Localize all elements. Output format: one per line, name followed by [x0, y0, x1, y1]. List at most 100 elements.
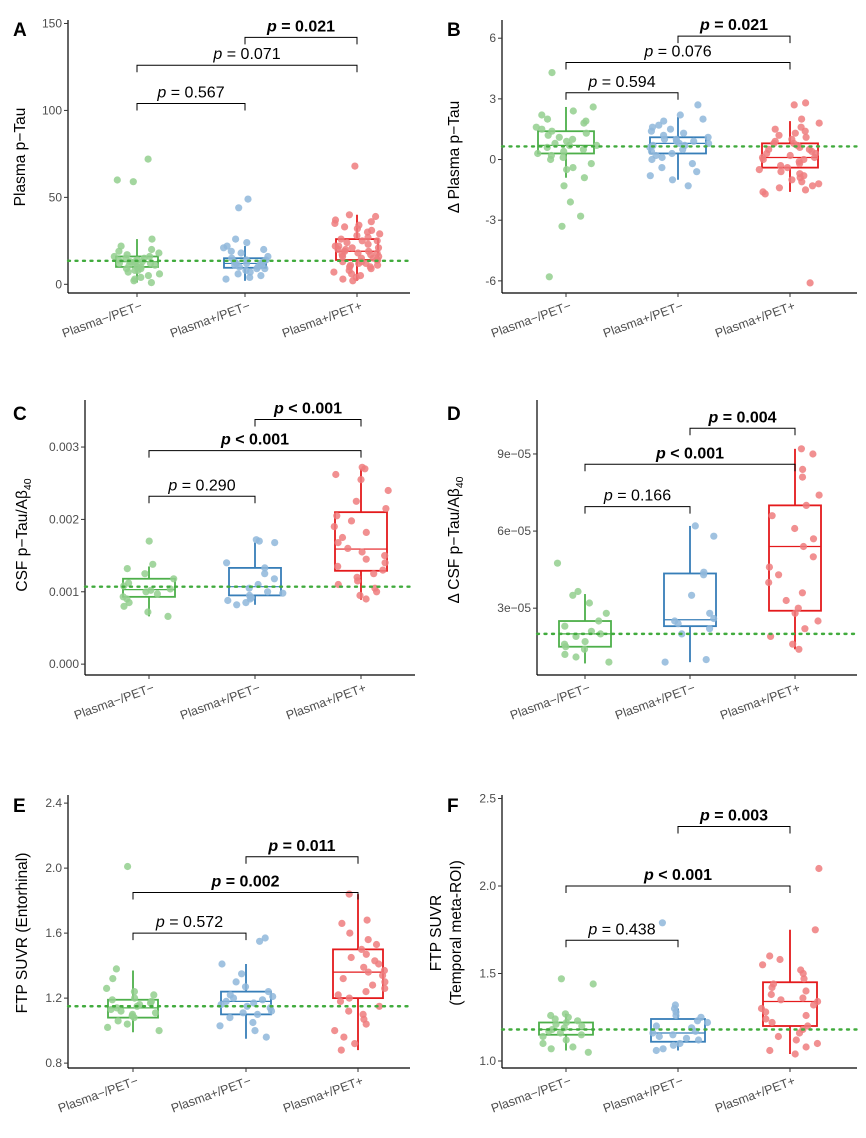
- data-point: [125, 599, 133, 607]
- data-point: [703, 1018, 712, 1027]
- x-tick-label: Plasma+/PET−: [169, 1074, 253, 1116]
- data-point: [376, 230, 384, 238]
- data-point: [791, 129, 799, 137]
- y-axis-label-main: CSF p−Tau/Aβ: [14, 490, 31, 592]
- data-point: [334, 991, 342, 999]
- y-tick-label: 2.0: [479, 879, 496, 893]
- data-point: [659, 1045, 667, 1053]
- y-axis-label: Δ CSF p−Tau/Aβ40: [446, 476, 466, 603]
- data-point: [253, 265, 261, 273]
- data-point: [279, 589, 287, 597]
- comparison-bracket: [565, 92, 679, 100]
- data-point: [362, 950, 370, 958]
- data-point: [815, 864, 823, 873]
- p-value-label: p = 0.290: [167, 477, 235, 494]
- y-axis-label-main: Δ CSF p−Tau/Aβ: [446, 488, 463, 603]
- data-point: [811, 926, 819, 934]
- data-point: [563, 166, 571, 174]
- data-point: [242, 599, 250, 607]
- data-point: [646, 172, 654, 180]
- data-point: [574, 587, 582, 596]
- data-point: [801, 186, 810, 194]
- p-value-label: p < 0.001: [273, 401, 342, 418]
- comparison-bracket: [245, 856, 359, 864]
- p-value-text: = 0.594: [597, 74, 655, 91]
- data-point: [264, 988, 272, 996]
- data-point: [580, 174, 589, 182]
- comparison-bracket: [254, 419, 362, 427]
- x-tick-label: Plasma+/PET−: [178, 681, 262, 723]
- data-point: [799, 542, 808, 551]
- data-point: [372, 940, 381, 949]
- data-point: [148, 235, 156, 243]
- x-tick-label: Plasma−/PET−: [489, 299, 573, 341]
- data-point: [808, 182, 817, 190]
- y-tick-label: 0.002: [49, 512, 79, 526]
- data-point: [669, 1041, 678, 1049]
- data-point: [761, 190, 769, 198]
- panel-letter: A: [13, 20, 27, 41]
- y-tick-label: 150: [42, 16, 62, 30]
- data-point: [775, 184, 784, 192]
- data-point: [767, 990, 775, 999]
- data-point: [543, 115, 552, 123]
- data-point: [372, 212, 380, 221]
- data-point: [331, 219, 339, 227]
- data-point: [602, 609, 610, 617]
- y-tick-label: 3e−05: [497, 601, 531, 615]
- data-point: [699, 115, 707, 123]
- data-point: [269, 992, 277, 1001]
- data-point: [553, 559, 562, 567]
- comparison-bracket: [689, 427, 796, 436]
- data-point: [367, 265, 375, 273]
- data-point: [605, 658, 613, 666]
- x-tick-label: Plasma+/PET−: [613, 681, 697, 723]
- p-value-text: = 0.002: [221, 874, 279, 891]
- data-point: [691, 522, 699, 530]
- data-point: [802, 133, 810, 141]
- y-tick-label: 0.000: [49, 657, 79, 671]
- p-value-label: p = 0.011: [267, 838, 335, 855]
- data-point: [123, 565, 131, 573]
- p-symbol: p: [587, 921, 597, 938]
- data-point: [593, 141, 601, 149]
- data-point: [114, 1017, 122, 1025]
- data-point: [370, 570, 378, 578]
- p-symbol: p: [643, 867, 654, 884]
- data-point: [362, 555, 370, 563]
- data-point: [235, 263, 243, 271]
- p-value-label: p = 0.438: [587, 921, 655, 938]
- data-point: [788, 176, 796, 184]
- data-point: [580, 645, 589, 653]
- p-symbol: p: [699, 808, 710, 825]
- p-value-text: = 0.076: [653, 43, 711, 60]
- data-point: [117, 1007, 125, 1015]
- data-point: [250, 999, 258, 1007]
- data-point: [347, 517, 356, 525]
- data-point: [232, 235, 240, 243]
- p-symbol: p: [587, 74, 597, 91]
- data-point: [137, 273, 145, 281]
- data-point: [249, 1018, 257, 1027]
- data-point: [800, 975, 808, 983]
- p-symbol: p: [266, 18, 277, 35]
- data-point: [775, 131, 783, 139]
- comparison-bracket: [136, 102, 246, 111]
- data-point: [345, 994, 353, 1002]
- y-tick-label: -3: [485, 213, 496, 227]
- y-tick-label: 0.003: [49, 440, 79, 454]
- data-point: [668, 176, 677, 184]
- data-point: [669, 1031, 677, 1039]
- data-point: [782, 596, 790, 605]
- data-point: [153, 590, 161, 598]
- data-point: [577, 1031, 586, 1039]
- data-point: [256, 937, 264, 945]
- data-point: [802, 501, 810, 509]
- data-point: [694, 1036, 703, 1044]
- data-point: [353, 225, 361, 233]
- data-point: [658, 153, 666, 162]
- p-value-text: = 0.021: [710, 17, 768, 34]
- data-point: [337, 235, 345, 243]
- data-point: [679, 145, 687, 153]
- p-value-label: p < 0.001: [643, 867, 712, 884]
